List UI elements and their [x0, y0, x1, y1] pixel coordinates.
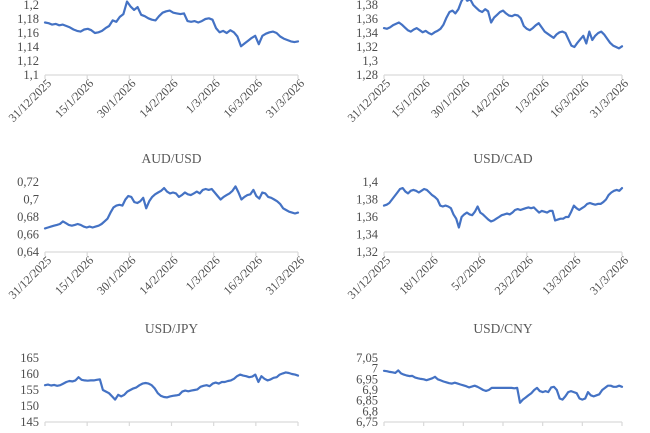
y-tick-label: 160 — [20, 367, 39, 381]
x-tick-label: 5/2/2026 — [448, 253, 488, 293]
x-tick-label: 16/3/2026 — [221, 76, 265, 120]
series-line — [382, 0, 624, 50]
x-tick-label: 23/2/2026 — [492, 253, 536, 297]
y-tick-label: 1,1 — [23, 68, 39, 82]
y-tick-label: 6,85 — [356, 394, 378, 408]
y-tick-label: 1,28 — [356, 68, 378, 82]
y-tick-label: 165 — [20, 351, 39, 365]
y-tick-label: 1,34 — [356, 228, 379, 242]
y-tick-label: 1,36 — [356, 210, 378, 224]
y-tick-label: 1,16 — [17, 26, 39, 40]
y-tick-label: 7,05 — [356, 351, 378, 365]
x-tick-label: 15/1/2026 — [388, 76, 432, 120]
y-tick-label: 0,7 — [23, 193, 39, 207]
x-tick-label: 14/2/2026 — [136, 253, 180, 297]
x-tick-label: 15/1/2026 — [52, 76, 96, 120]
y-tick-label: 1,4 — [362, 175, 378, 189]
x-tick-label: 31/3/2026 — [587, 253, 631, 297]
y-tick-label: 0,64 — [17, 245, 40, 259]
x-tick-label: 14/2/2026 — [136, 76, 180, 120]
x-tick-label: 18/1/2026 — [396, 253, 440, 297]
x-tick-label: 15/1/2026 — [52, 253, 96, 297]
y-tick-label: 150 — [20, 399, 39, 413]
y-tick-label: 6,75 — [356, 415, 378, 429]
y-tick-label: 1,2 — [23, 0, 39, 12]
x-tick-label: 30/1/2026 — [428, 76, 472, 120]
chart-title: AUD/USD — [141, 151, 202, 166]
series-line — [43, 0, 300, 48]
y-tick-label: 1,36 — [356, 12, 378, 26]
y-tick-label: 1,38 — [356, 0, 378, 12]
x-tick-label: 1/3/2026 — [183, 76, 223, 116]
x-tick-label: 31/3/2026 — [587, 76, 631, 120]
series-line — [382, 186, 624, 229]
y-tick-label: 155 — [20, 383, 39, 397]
y-tick-label: 1,3 — [362, 54, 378, 68]
y-tick-label: 1,32 — [356, 40, 378, 54]
x-tick-label: 30/1/2026 — [94, 76, 138, 120]
y-tick-label: 6,9 — [362, 383, 378, 397]
y-tick-label: 1,38 — [356, 193, 378, 207]
y-tick-label: 6,95 — [356, 372, 378, 386]
y-tick-label: 1,12 — [17, 54, 39, 68]
y-tick-label: 6,8 — [362, 404, 378, 418]
y-tick-label: 1,32 — [356, 245, 378, 259]
y-tick-label: 1,14 — [17, 40, 40, 54]
x-tick-label: 30/1/2026 — [94, 253, 138, 297]
x-tick-label: 14/2/2026 — [468, 76, 512, 120]
chart-canvas: 145 150 155 160 165 — [20, 351, 300, 429]
x-tick-label: 16/3/2026 — [547, 76, 591, 120]
x-tick-label: 31/3/2026 — [263, 76, 307, 120]
y-tick-label: 1,18 — [17, 12, 39, 26]
series-line — [382, 369, 624, 404]
chart-title: USD/JPY — [144, 321, 199, 336]
y-tick-label: 0,66 — [17, 228, 39, 242]
y-tick-label: 145 — [20, 415, 39, 429]
chart-panel-top-left: 31/12/2025 15/1/2026 30/1/2026 14/2/2026 1/3… — [0, 0, 325, 163]
y-tick-label: 7 — [372, 362, 378, 376]
x-tick-label: 31/12/2025 — [345, 253, 394, 302]
chart-canvas: 31/12/2025 18/1/2026 5/2/2026 23/2/2026 13/3… — [345, 175, 632, 302]
chart-panel-usd-jpy: USD/JPY 145 150 155 160 165 — [0, 315, 325, 433]
series-line — [43, 371, 300, 401]
chart-panel-aud-usd: AUD/USD 31/12/2025 15/1/2026 30/1/2026 14/2… — [0, 145, 325, 340]
x-tick-label: 13/3/2026 — [539, 253, 583, 297]
chart-title: USD/CAD — [473, 151, 533, 166]
x-tick-label: 31/12/2025 — [345, 76, 394, 125]
x-tick-label: 16/3/2026 — [221, 253, 265, 297]
y-tick-label: 0,72 — [17, 175, 39, 189]
x-tick-label: 1/3/2026 — [183, 253, 223, 293]
series-line — [43, 185, 300, 230]
x-tick-label: 31/3/2026 — [263, 253, 307, 297]
x-tick-label: 31/12/2025 — [6, 76, 55, 125]
chart-panel-top-right: 31/12/2025 15/1/2026 30/1/2026 14/2/2026 1/3… — [325, 0, 650, 163]
y-tick-label: 0,68 — [17, 210, 39, 224]
chart-panel-usd-cny: USD/CNY 6,75 6,8 6,85 6,9 6,95 7 7,05 — [325, 315, 650, 433]
chart-panel-usd-cad: USD/CAD 31/12/2025 18/1/2026 5/2/2026 23/2/… — [325, 145, 650, 340]
x-tick-label: 31/12/2025 — [6, 253, 55, 302]
y-tick-label: 1,34 — [356, 26, 379, 40]
chart-title: USD/CNY — [473, 321, 533, 336]
x-tick-label: 1/3/2026 — [512, 76, 552, 116]
